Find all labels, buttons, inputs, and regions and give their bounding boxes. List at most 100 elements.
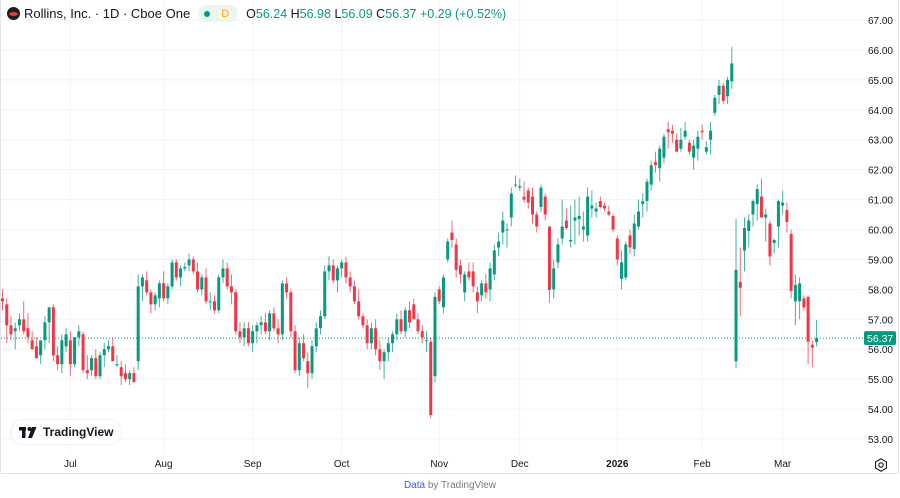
candle (810, 340, 814, 368)
candle-body (717, 85, 721, 95)
candle-body (632, 223, 636, 249)
price-tick-label: 65.00 (868, 76, 893, 87)
time-axis[interactable]: Jul Aug Sep Oct Nov Dec 2026 Feb Mar (64, 459, 792, 470)
candle (789, 229, 793, 299)
candle-body (743, 228, 746, 251)
footer-text: by TradingView (427, 480, 497, 491)
candle (251, 325, 255, 353)
candle-body (696, 136, 700, 149)
candle (149, 289, 153, 314)
candle (213, 295, 216, 314)
candle-body (115, 364, 119, 366)
candle-body (170, 262, 174, 287)
candle (802, 295, 806, 311)
time-tick-label: Nov (430, 459, 448, 470)
symbol-title[interactable]: Rollins, Inc. · 1D · Cboe One (24, 6, 191, 21)
candle (314, 322, 318, 353)
candle-body (217, 277, 221, 311)
candle-body (403, 310, 407, 332)
candle-body (577, 216, 581, 220)
candle (302, 334, 306, 362)
candle-body (56, 355, 60, 365)
candle (577, 196, 581, 236)
candle (166, 283, 170, 305)
candle-body (374, 328, 378, 350)
candle-body (416, 319, 420, 332)
candle-body (98, 355, 102, 377)
candle-body (781, 202, 785, 206)
candle-body (357, 301, 361, 317)
candle (242, 322, 246, 347)
candle-body (497, 241, 501, 248)
candle (709, 121, 713, 155)
candle-body (514, 184, 518, 186)
candle (687, 139, 691, 155)
candle (344, 256, 348, 284)
data-link[interactable]: Data (403, 480, 426, 491)
candle-body (556, 244, 560, 263)
candle (514, 175, 518, 188)
candle (815, 319, 819, 347)
candle-body (543, 196, 547, 215)
candle (13, 322, 17, 350)
market-status-badge[interactable]: D (198, 5, 239, 22)
candle (39, 340, 43, 365)
candle-body (463, 274, 467, 293)
candle (653, 151, 657, 173)
candle-body (670, 130, 674, 134)
candle (331, 259, 335, 284)
candle-body (441, 277, 445, 308)
candle-body (162, 283, 166, 299)
candle-body (683, 130, 687, 137)
price-axis[interactable]: 67.00 66.00 65.00 64.00 63.00 62.00 61.00 60.00… (868, 16, 893, 446)
gear-icon[interactable] (874, 458, 888, 472)
candle (670, 124, 674, 143)
price-tick-label: 58.00 (868, 285, 893, 296)
close-label: C (376, 6, 386, 21)
candle (268, 310, 272, 341)
candle (509, 187, 513, 227)
candle (759, 178, 763, 218)
candle (369, 322, 373, 350)
candle-body (446, 241, 450, 260)
candle (454, 238, 458, 278)
candle (526, 187, 530, 209)
candle (480, 280, 484, 302)
candle-body (255, 325, 259, 332)
candle-body (586, 196, 590, 236)
candle (60, 334, 64, 374)
candle-body (692, 145, 696, 158)
candle-body (13, 328, 17, 332)
candle-body (653, 162, 657, 166)
candle (357, 289, 361, 320)
candlestick-chart[interactable]: 67.00 66.00 65.00 64.00 63.00 62.00 61.00 60.00… (1, 0, 900, 474)
candle-body (759, 196, 763, 218)
candle-body (229, 286, 233, 293)
candle (128, 370, 132, 386)
candle-body (734, 269, 738, 362)
candle-body (352, 286, 356, 302)
candle (573, 199, 577, 245)
tradingview-logo[interactable]: TradingView (11, 420, 122, 444)
candle-body (85, 370, 89, 374)
candle (518, 178, 522, 191)
candle (730, 46, 734, 89)
candle-body (425, 340, 428, 342)
price-tick-label: 54.00 (868, 405, 893, 416)
candle (522, 181, 526, 203)
price-tick-label: 67.00 (868, 16, 893, 27)
candle-body (492, 250, 496, 275)
candle (755, 184, 759, 221)
candle-body (157, 283, 161, 299)
candle (217, 274, 221, 314)
candle (174, 259, 178, 281)
candle-body (789, 233, 793, 291)
candle (798, 277, 802, 320)
candle (119, 361, 123, 386)
candle (726, 76, 730, 104)
candle (675, 133, 679, 152)
candle-body (331, 265, 335, 281)
candle-body (263, 322, 267, 332)
candle (637, 199, 640, 230)
candle (458, 259, 462, 284)
